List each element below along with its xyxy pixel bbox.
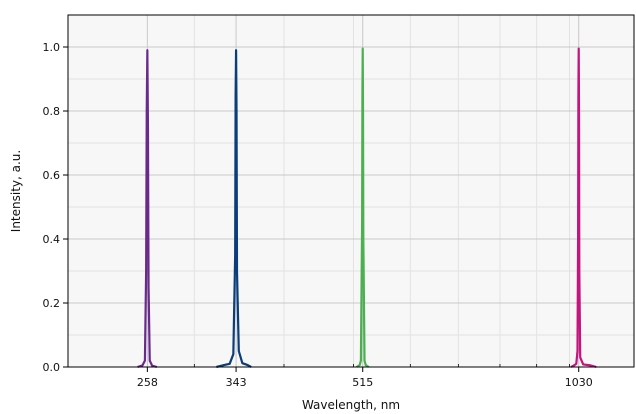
series-group bbox=[137, 47, 597, 369]
series-line-258 bbox=[137, 49, 158, 369]
y-tick-label: 0.2 bbox=[43, 297, 61, 310]
y-tick-label: 0.6 bbox=[43, 169, 61, 182]
x-tick-label: 1030 bbox=[565, 376, 593, 389]
x-tick-label: 258 bbox=[137, 376, 158, 389]
y-tick-label: 1.0 bbox=[43, 41, 61, 54]
y-axis-label: Intensity, a.u. bbox=[9, 150, 23, 232]
x-axis-label: Wavelength, nm bbox=[302, 398, 400, 412]
series-line-515 bbox=[356, 47, 370, 368]
y-tick-label: 0.4 bbox=[43, 233, 61, 246]
x-tick-label: 515 bbox=[352, 376, 373, 389]
x-ticks: 258 343 515 1030 bbox=[137, 367, 593, 389]
y-tick-label: 0.0 bbox=[43, 361, 61, 374]
x-tick-label: 343 bbox=[226, 376, 247, 389]
plot-background bbox=[68, 15, 634, 367]
y-tick-label: 0.8 bbox=[43, 105, 61, 118]
series-line-343 bbox=[216, 49, 252, 369]
minor-grid bbox=[68, 15, 634, 367]
plot-frame bbox=[67, 14, 635, 368]
series-line-1030 bbox=[570, 47, 597, 369]
y-ticks: 0.0 0.2 0.4 0.6 0.8 1.0 bbox=[43, 41, 68, 374]
